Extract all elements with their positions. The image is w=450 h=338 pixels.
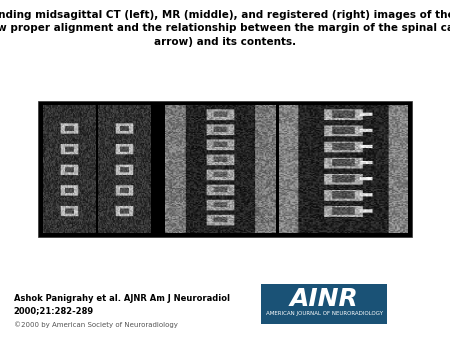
- Text: Corresponding midsagittal CT (left), MR (middle), and registered (right) images : Corresponding midsagittal CT (left), MR …: [0, 10, 450, 47]
- Text: AINR: AINR: [290, 287, 358, 311]
- FancyBboxPatch shape: [38, 101, 412, 237]
- Text: ©2000 by American Society of Neuroradiology: ©2000 by American Society of Neuroradiol…: [14, 321, 177, 328]
- Text: AMERICAN JOURNAL OF NEURORADIOLOGY: AMERICAN JOURNAL OF NEURORADIOLOGY: [266, 311, 382, 316]
- Text: Ashok Panigrahy et al. AJNR Am J Neuroradiol
2000;21:282-289: Ashok Panigrahy et al. AJNR Am J Neurora…: [14, 294, 230, 315]
- FancyBboxPatch shape: [261, 284, 387, 324]
